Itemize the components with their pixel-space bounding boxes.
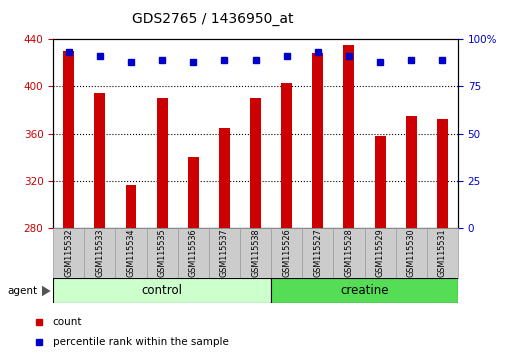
Bar	[301, 228, 333, 278]
Bar	[157, 98, 167, 228]
Bar	[125, 184, 136, 228]
Text: creatine: creatine	[339, 284, 388, 297]
Bar	[271, 228, 301, 278]
Bar	[94, 93, 105, 228]
Text: GSM115528: GSM115528	[344, 229, 353, 278]
Bar	[219, 128, 229, 228]
Text: count: count	[53, 317, 82, 327]
Bar	[405, 116, 416, 228]
Bar	[115, 228, 146, 278]
Text: GSM115532: GSM115532	[64, 229, 73, 278]
Text: agent: agent	[8, 286, 38, 296]
Text: GSM115536: GSM115536	[188, 229, 197, 278]
Polygon shape	[42, 286, 50, 296]
Bar	[271, 278, 457, 303]
Bar	[333, 228, 364, 278]
Text: GSM115531: GSM115531	[437, 229, 446, 278]
Bar	[436, 119, 447, 228]
Bar	[84, 228, 115, 278]
Text: GSM115534: GSM115534	[126, 229, 135, 278]
Text: GSM115533: GSM115533	[95, 229, 104, 278]
Text: GDS2765 / 1436950_at: GDS2765 / 1436950_at	[131, 12, 293, 27]
Bar	[63, 51, 74, 228]
Bar	[53, 278, 271, 303]
Bar	[239, 228, 271, 278]
Text: percentile rank within the sample: percentile rank within the sample	[53, 337, 228, 348]
Bar	[249, 98, 261, 228]
Text: GSM115538: GSM115538	[250, 229, 260, 278]
Text: GSM115529: GSM115529	[375, 229, 384, 278]
Bar	[364, 228, 395, 278]
Bar	[177, 228, 209, 278]
Bar	[146, 228, 177, 278]
Text: GSM115537: GSM115537	[220, 229, 228, 278]
Bar	[281, 83, 291, 228]
Text: GSM115526: GSM115526	[282, 229, 290, 278]
Bar	[209, 228, 239, 278]
Bar	[312, 53, 323, 228]
Bar	[395, 228, 426, 278]
Text: GSM115535: GSM115535	[157, 229, 166, 278]
Bar	[53, 228, 84, 278]
Bar	[374, 136, 385, 228]
Text: GSM115527: GSM115527	[313, 229, 322, 278]
Bar	[187, 157, 198, 228]
Bar	[426, 228, 457, 278]
Bar	[343, 45, 354, 228]
Text: GSM115530: GSM115530	[406, 229, 415, 278]
Text: control: control	[141, 284, 182, 297]
